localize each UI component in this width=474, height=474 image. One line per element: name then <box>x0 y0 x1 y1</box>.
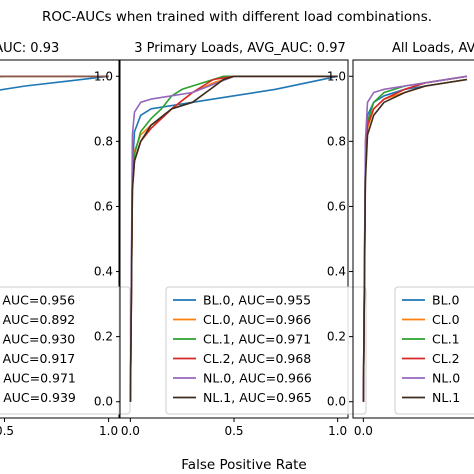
shared-xlabel: False Positive Rate <box>181 457 306 473</box>
x-tick-label: 0.5 <box>0 424 14 438</box>
roc-curve-5 <box>362 75 468 402</box>
legend-label: NL.0, AUC=0.971 <box>0 371 76 386</box>
legend-label: BL.0, AUC=0.955 <box>203 293 311 308</box>
chart-panel-2: 3 Primary Loads, AVG_AUC: 0.970.0 0.5 1.00… <box>94 41 367 438</box>
y-tick-label: 1.0 <box>327 69 346 83</box>
chart-panels: AVG_AUC: 0.93 0.5 1.0 BL.0, AUC=0.956 CL.0, … <box>0 41 474 438</box>
x-tick-label: 0.0 <box>121 424 140 438</box>
legend-label: BL.0, AUC=0.956 <box>0 293 75 308</box>
x-tick-label: 1.0 <box>328 424 347 438</box>
x-tick-label: 0.0 <box>354 424 373 438</box>
y-tick-label: 0.8 <box>327 134 346 148</box>
y-tick-label: 0.6 <box>94 199 113 213</box>
legend-label: NL.1, AUC=0.965 <box>203 390 312 405</box>
legend-label: CL.2 <box>432 351 460 366</box>
y-tick-label: 0.4 <box>94 265 113 279</box>
roc-curve-6 <box>129 75 338 402</box>
legend-label: CL.2, AUC=0.917 <box>0 351 75 366</box>
y-tick-label: 0.0 <box>94 395 113 409</box>
roc-curve-3 <box>129 75 338 402</box>
legend: BL.0, AUC=0.956 CL.0, AUC=0.892 CL.1, AUC=… <box>0 286 131 415</box>
legend-label: CL.0, AUC=0.892 <box>0 312 75 327</box>
roc-curves <box>362 75 468 402</box>
y-tick-label: 0.4 <box>327 265 346 279</box>
figure-suptitle: ROC-AUCs when trained with different loa… <box>42 9 432 25</box>
y-tick-label: 0.8 <box>94 134 113 148</box>
legend-label: NL.0 <box>432 371 460 386</box>
legend: BL.0 CL.0 CL.1 CL.2 NL.0 NL.1 <box>394 286 474 415</box>
legend-label: BL.0 <box>432 293 460 308</box>
roc-curve-1 <box>0 75 109 91</box>
legend-label: CL.2, AUC=0.968 <box>203 351 311 366</box>
chart-panel-1: AVG_AUC: 0.93 0.5 1.0 BL.0, AUC=0.956 CL.0, … <box>0 41 131 438</box>
y-tick-label: 0.2 <box>327 330 346 344</box>
roc-curve-1 <box>129 75 338 402</box>
legend-label: NL.1, AUC=0.939 <box>0 390 76 405</box>
x-tick-label: 0.5 <box>224 424 243 438</box>
y-tick-label: 0.2 <box>94 330 113 344</box>
legend-label: CL.0 <box>432 312 460 327</box>
y-tick-label: 1.0 <box>94 69 113 83</box>
x-tick-label: 1.0 <box>99 424 118 438</box>
panel-title: 3 Primary Loads, AVG_AUC: 0.97 <box>134 41 345 56</box>
legend-box <box>165 286 367 415</box>
y-tick-label: 0.0 <box>327 395 346 409</box>
legend-label: CL.0, AUC=0.966 <box>203 312 311 327</box>
legend-label: NL.1 <box>432 390 460 405</box>
roc-curves <box>0 75 109 91</box>
panel-title: AVG_AUC: 0.93 <box>0 41 59 56</box>
legend-label: NL.0, AUC=0.966 <box>203 371 312 386</box>
legend: BL.0, AUC=0.955 CL.0, AUC=0.966 CL.1, AUC=… <box>165 286 367 415</box>
legend-label: CL.1 <box>432 332 460 347</box>
chart-panel-3: All Loads, AVG_AUC 0.0 0.0 0.2 0.4 0.6 0.8 1.0 B… <box>327 41 474 438</box>
legend-label: CL.1, AUC=0.971 <box>203 332 311 347</box>
panel-title: All Loads, AVG_AUC <box>392 41 474 56</box>
roc-curve-6 <box>362 78 468 402</box>
roc-curves <box>129 75 338 402</box>
axes-frame <box>352 59 474 419</box>
legend-label: CL.1, AUC=0.930 <box>0 332 75 347</box>
y-tick-label: 0.6 <box>327 199 346 213</box>
